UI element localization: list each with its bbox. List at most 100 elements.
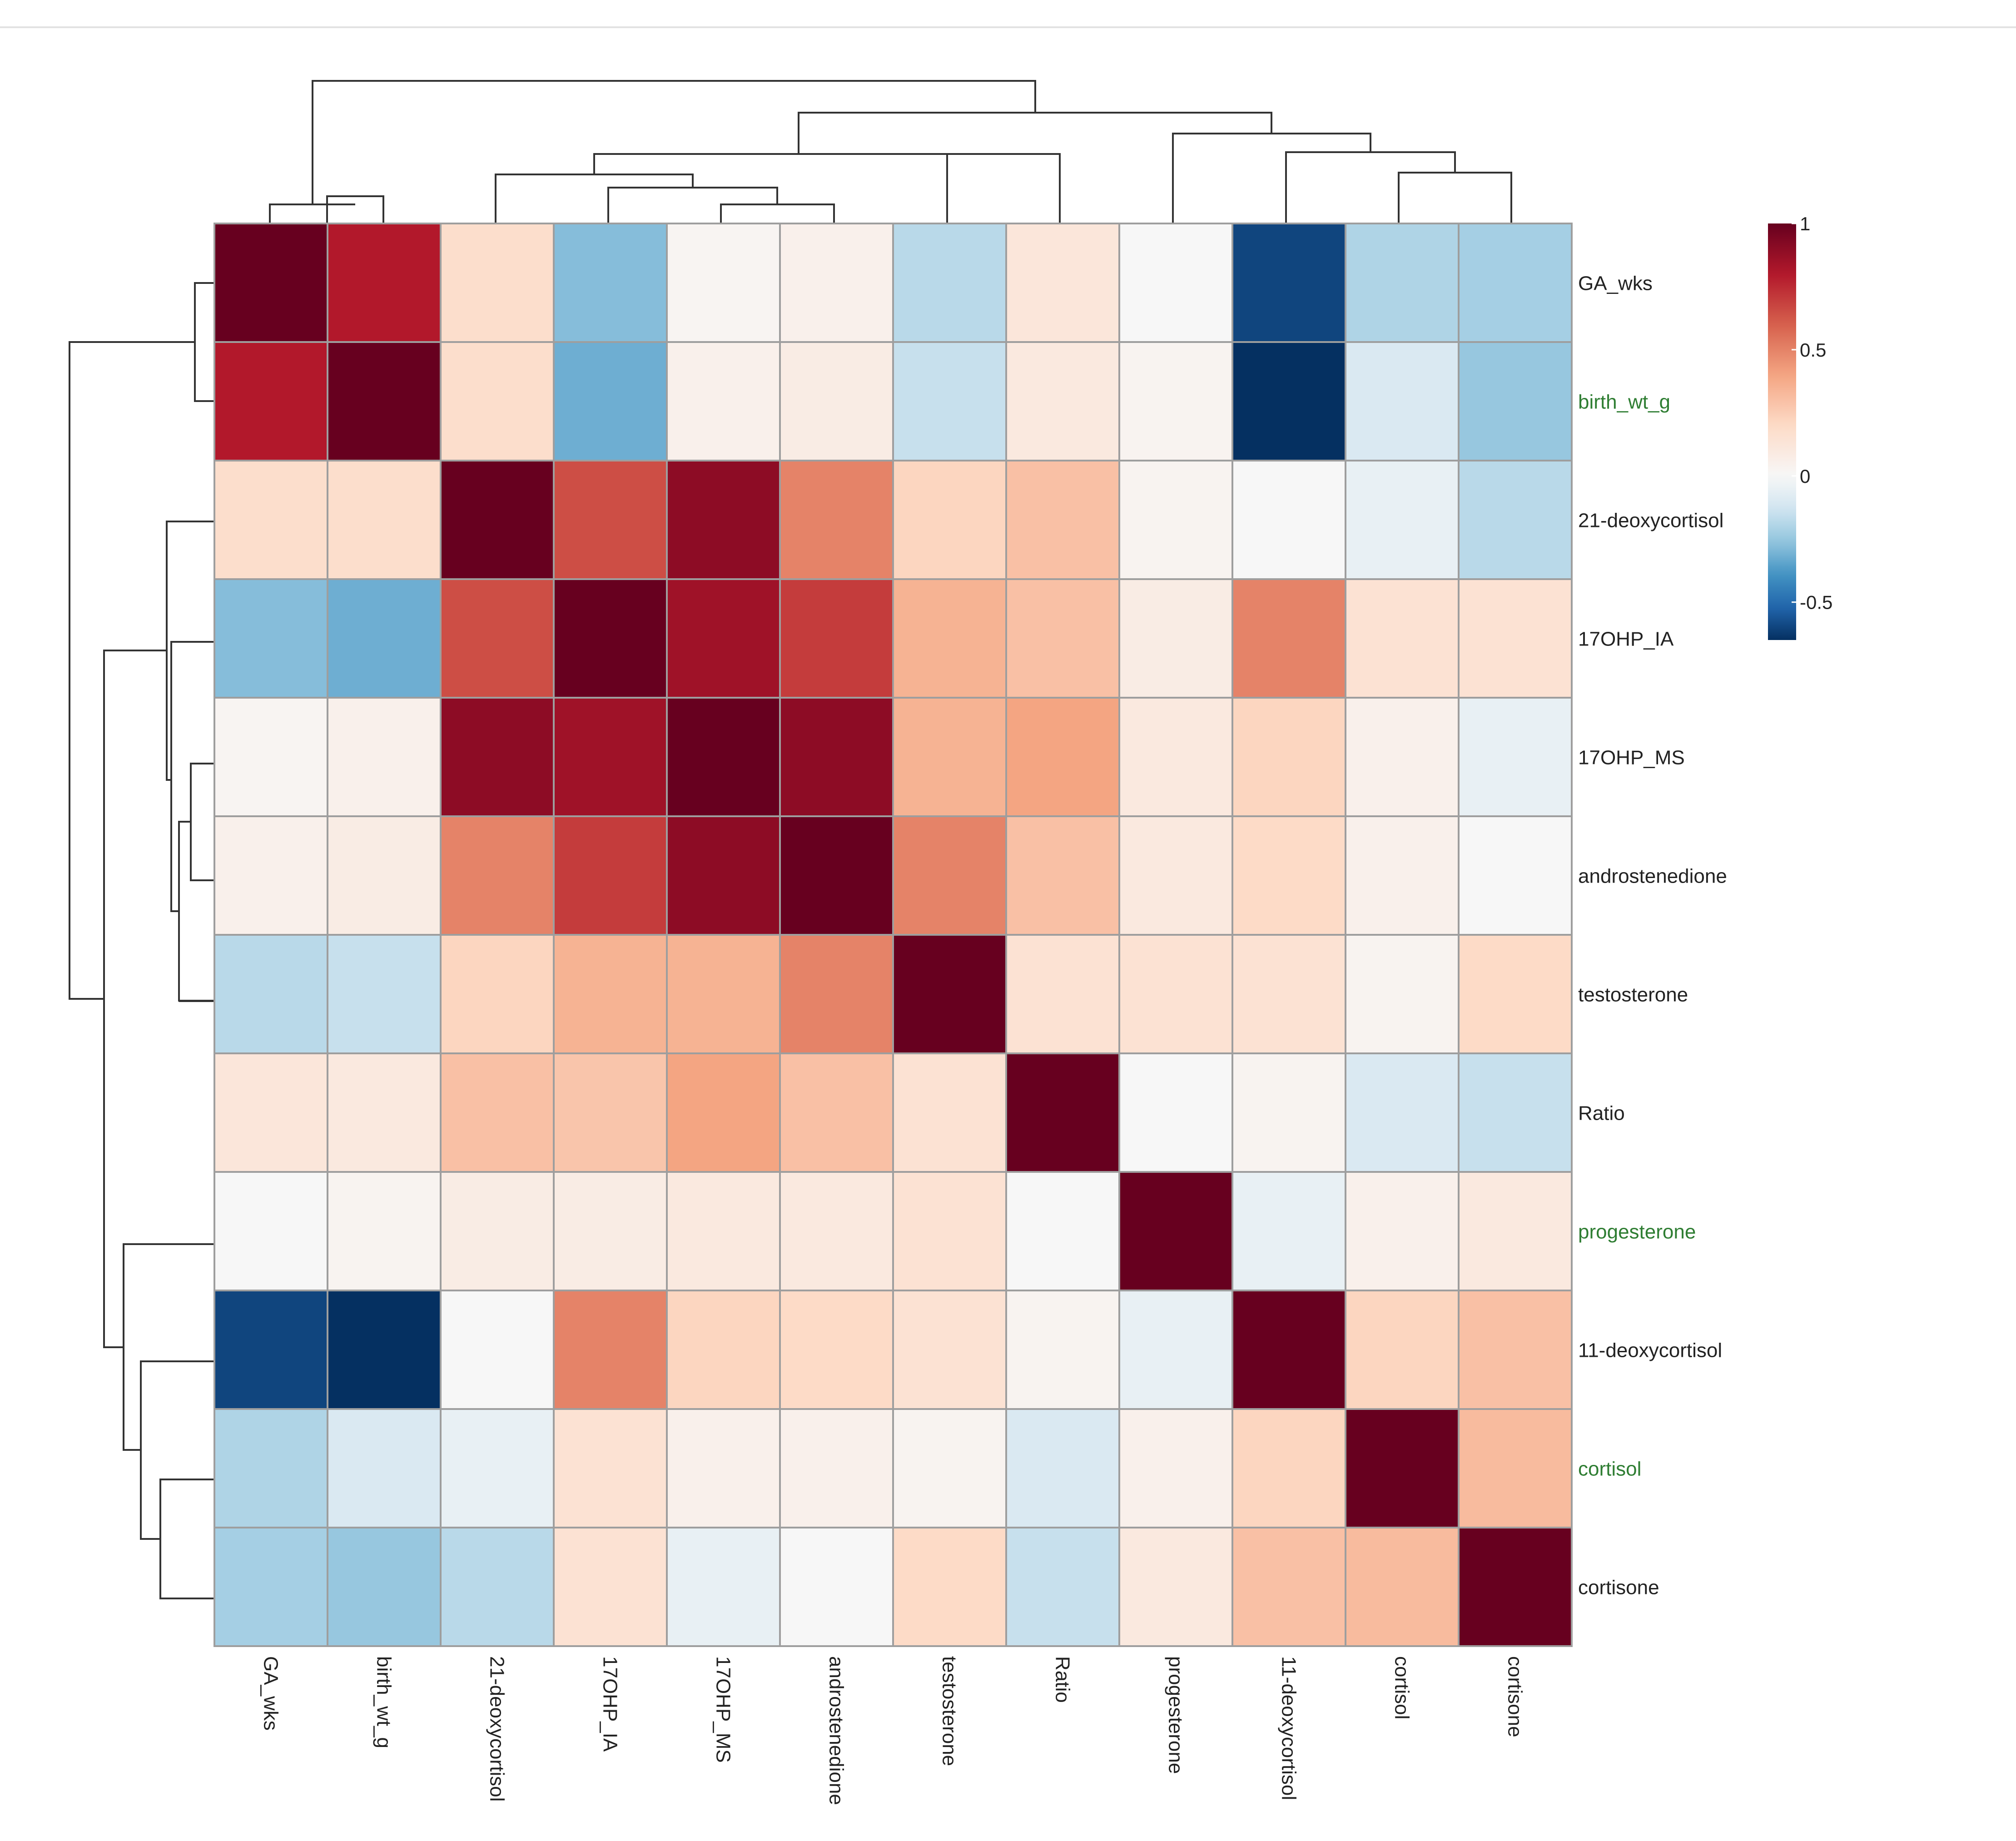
heatmap-cell bbox=[779, 1408, 894, 1528]
heatmap-cell bbox=[1345, 815, 1460, 936]
heatmap-cell bbox=[779, 223, 894, 343]
heatmap-cell bbox=[440, 460, 555, 580]
heatmap-cell bbox=[1231, 341, 1346, 461]
heatmap-cell bbox=[1005, 223, 1120, 343]
heatmap-cell bbox=[1458, 341, 1573, 461]
heatmap-cell bbox=[666, 223, 781, 343]
heatmap-cell bbox=[1458, 1171, 1573, 1291]
heatmap-cell bbox=[214, 341, 328, 461]
column-label: 17OHP_MS bbox=[712, 1656, 735, 1763]
heatmap-cell bbox=[1118, 1290, 1233, 1410]
heatmap-cell bbox=[779, 1171, 894, 1291]
heatmap-cell bbox=[666, 460, 781, 580]
heatmap-cell bbox=[440, 223, 555, 343]
heatmap-cell bbox=[214, 223, 328, 343]
heatmap-cell bbox=[553, 223, 668, 343]
heatmap-cell bbox=[1118, 460, 1233, 580]
heatmap-cell bbox=[214, 1527, 328, 1647]
heatmap-cell bbox=[214, 815, 328, 936]
legend-color-bar bbox=[1768, 223, 1796, 640]
column-labels: GA_wks birth_wt_g 21-deoxycortisol 17OHP_IA… bbox=[260, 1656, 1526, 1805]
heatmap-cell bbox=[1231, 815, 1346, 936]
legend-tick-label: 0.5 bbox=[1800, 339, 1826, 361]
heatmap-cell bbox=[214, 578, 328, 699]
heatmap-cell bbox=[1231, 1290, 1346, 1410]
row-label: Ratio bbox=[1578, 1102, 1625, 1125]
heatmap-cell bbox=[440, 341, 555, 461]
heatmap-cell bbox=[214, 934, 328, 1054]
heatmap-cell bbox=[1118, 341, 1233, 461]
heatmap-cell bbox=[779, 934, 894, 1054]
heatmap-cell bbox=[440, 934, 555, 1054]
row-label: GA_wks bbox=[1578, 273, 1653, 295]
column-dendrogram bbox=[269, 80, 1512, 223]
heatmap-cell bbox=[1458, 697, 1573, 817]
heatmap-cell bbox=[1005, 460, 1120, 580]
heatmap-cell bbox=[892, 223, 1007, 343]
heatmap-cell bbox=[892, 1052, 1007, 1173]
heatmap-cell bbox=[214, 1171, 328, 1291]
heatmap-cell bbox=[1118, 934, 1233, 1054]
row-label: cortisol bbox=[1578, 1458, 1641, 1480]
heatmap-cell bbox=[1005, 1408, 1120, 1528]
heatmap-cell bbox=[553, 460, 668, 580]
heatmap-cell bbox=[1458, 1290, 1573, 1410]
heatmap-cell bbox=[1231, 578, 1346, 699]
heatmap-cell bbox=[779, 697, 894, 817]
legend-tick-label: 1 bbox=[1800, 213, 1810, 234]
heatmap-cell bbox=[1458, 460, 1573, 580]
heatmap-cell bbox=[892, 1527, 1007, 1647]
heatmap-cell bbox=[1005, 934, 1120, 1054]
heatmap-cell bbox=[666, 697, 781, 817]
heatmap-cell bbox=[1345, 1527, 1460, 1647]
heatmap-cell bbox=[892, 815, 1007, 936]
heatmap-cell bbox=[666, 1052, 781, 1173]
heatmap-cell bbox=[440, 1171, 555, 1291]
heatmap-cell bbox=[327, 697, 442, 817]
heatmap-cell bbox=[1118, 815, 1233, 936]
heatmap-cell bbox=[892, 1290, 1007, 1410]
heatmap-cell bbox=[779, 341, 894, 461]
heatmap-cell bbox=[1345, 578, 1460, 699]
heatmap-cell bbox=[1231, 1171, 1346, 1291]
heatmap-cell bbox=[553, 1052, 668, 1173]
heatmap-cell bbox=[327, 223, 442, 343]
heatmap-cell bbox=[1345, 1290, 1460, 1410]
heatmap-cell bbox=[327, 1052, 442, 1173]
row-label: 21-deoxycortisol bbox=[1578, 510, 1723, 532]
heatmap-cell bbox=[892, 578, 1007, 699]
column-label: cortisol bbox=[1391, 1656, 1413, 1719]
heatmap-cell bbox=[779, 1052, 894, 1173]
heatmap-cell bbox=[779, 1290, 894, 1410]
heatmap-cell bbox=[1458, 1527, 1573, 1647]
row-labels: GA_wks birth_wt_g 21-deoxycortisol 17OHP_IA… bbox=[1578, 273, 1727, 1599]
heatmap-cell bbox=[327, 815, 442, 936]
heatmap-cell bbox=[327, 578, 442, 699]
heatmap-cell bbox=[1118, 578, 1233, 699]
column-label: 17OHP_IA bbox=[599, 1656, 621, 1752]
heatmap-cell bbox=[1458, 578, 1573, 699]
heatmap-cell bbox=[214, 460, 328, 580]
heatmap-cell bbox=[440, 815, 555, 936]
heatmap-cell bbox=[1231, 1408, 1346, 1528]
heatmap-cells bbox=[214, 223, 1573, 1647]
heatmap-cell bbox=[892, 341, 1007, 461]
heatmap-cell bbox=[1345, 1408, 1460, 1528]
heatmap-cell bbox=[666, 934, 781, 1054]
heatmap-cell bbox=[1118, 223, 1233, 343]
heatmap-cell bbox=[214, 1290, 328, 1410]
heatmap-cell bbox=[1345, 341, 1460, 461]
heatmap-cell bbox=[553, 934, 668, 1054]
heatmap-cell bbox=[666, 815, 781, 936]
heatmap-cell bbox=[214, 1052, 328, 1173]
heatmap-cell bbox=[1118, 1052, 1233, 1173]
row-label: androstenedione bbox=[1578, 865, 1727, 888]
heatmap-cell bbox=[1005, 815, 1120, 936]
heatmap-cell bbox=[440, 1052, 555, 1173]
heatmap-cell bbox=[214, 1408, 328, 1528]
column-label: Ratio bbox=[1052, 1656, 1074, 1703]
heatmap-cell bbox=[892, 460, 1007, 580]
heatmap-cell bbox=[1345, 460, 1460, 580]
heatmap-cell bbox=[1231, 697, 1346, 817]
heatmap-cell bbox=[1458, 934, 1573, 1054]
